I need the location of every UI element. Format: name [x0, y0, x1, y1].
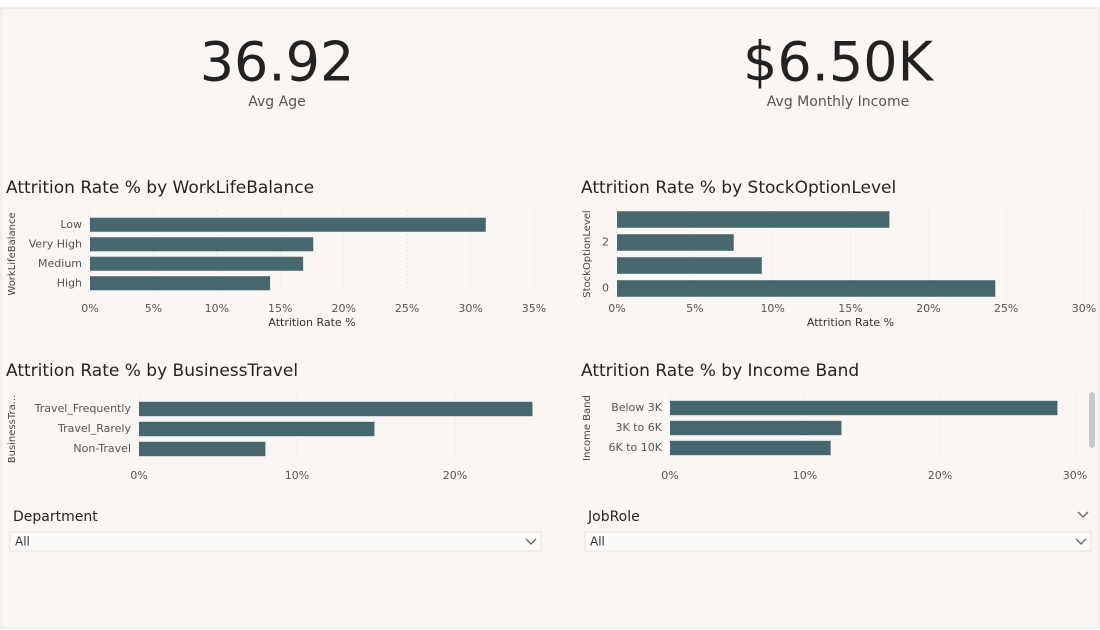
bar	[617, 257, 762, 274]
bar	[617, 280, 996, 297]
x-tick-label: 5%	[686, 302, 703, 315]
x-axis-label: Attrition Rate %	[807, 316, 894, 329]
y-tick-label: Non-Travel	[73, 442, 131, 455]
x-tick-label: 20%	[331, 302, 355, 315]
dropdown[interactable]	[9, 531, 542, 552]
chart-title: Attrition Rate % by Income Band	[581, 361, 859, 381]
bar	[670, 420, 842, 436]
y-tick-label: Medium	[38, 257, 82, 270]
x-tick-label: 30%	[458, 302, 482, 315]
bar	[139, 421, 375, 437]
x-tick-label: 25%	[395, 302, 419, 315]
chart-title: Attrition Rate % by BusinessTravel	[6, 361, 298, 381]
x-tick-label: 20%	[928, 469, 952, 482]
y-axis-label: StockOptionLevel	[582, 210, 593, 297]
slicer-label: JobRole	[587, 509, 640, 525]
bar	[670, 400, 1058, 416]
bar	[670, 440, 831, 456]
y-tick-label: Travel_Frequently	[34, 402, 132, 415]
bar	[139, 441, 266, 457]
bar	[90, 217, 486, 232]
kpi-label: Avg Age	[248, 94, 305, 110]
x-axis-label: Attrition Rate %	[268, 316, 355, 329]
y-tick-label: Travel_Rarely	[57, 422, 131, 435]
x-tick-label: 15%	[838, 302, 862, 315]
y-tick-label: 6K to 10K	[609, 441, 663, 454]
x-tick-label: 10%	[285, 469, 309, 482]
y-tick-label: Low	[60, 218, 82, 231]
x-tick-label: 25%	[994, 302, 1018, 315]
kpi-value: $6.50K	[743, 31, 935, 94]
dropdown[interactable]	[584, 531, 1092, 552]
canvas	[0, 7, 1100, 629]
x-tick-label: 15%	[268, 302, 292, 315]
bar	[90, 256, 304, 271]
bar	[90, 276, 271, 291]
chevron[interactable]	[1075, 538, 1087, 545]
x-tick-label: 30%	[1072, 302, 1096, 315]
y-tick-label: 3K to 6K	[616, 421, 663, 434]
kpi-value: 36.92	[200, 31, 355, 94]
bar	[617, 234, 734, 251]
bar	[617, 211, 890, 228]
x-tick-label: 10%	[760, 302, 784, 315]
x-tick-label: 20%	[443, 469, 467, 482]
y-tick-label: 2	[602, 236, 609, 249]
bar	[90, 237, 314, 252]
y-tick-label: High	[57, 276, 82, 289]
y-axis-label: Income Band	[582, 395, 593, 461]
chart-title: Attrition Rate % by StockOptionLevel	[581, 178, 896, 198]
kpi-label: Avg Monthly Income	[767, 94, 909, 110]
dropdown-value[interactable]: All	[15, 535, 30, 549]
y-tick-label: Below 3K	[611, 401, 663, 414]
x-tick-label: 0%	[661, 469, 678, 482]
x-tick-label: 5%	[145, 302, 162, 315]
x-tick-label: 0%	[130, 469, 147, 482]
x-tick-label: 0%	[81, 302, 98, 315]
x-tick-label: 20%	[916, 302, 940, 315]
dropdown-value[interactable]: All	[590, 535, 605, 549]
y-axis-label: WorkLifeBalance	[7, 212, 18, 295]
x-tick-label: 0%	[608, 302, 625, 315]
y-axis-label: BusinessTra...	[7, 395, 18, 464]
y-tick-label: 0	[602, 282, 609, 295]
chart-title: Attrition Rate % by WorkLifeBalance	[6, 178, 314, 198]
slicer-label: Department	[13, 509, 98, 525]
chevron[interactable]	[525, 538, 537, 545]
x-tick-label: 30%	[1063, 469, 1087, 482]
chevron[interactable]	[1077, 511, 1089, 518]
x-tick-label: 10%	[205, 302, 229, 315]
scrollbar[interactable]	[1089, 392, 1095, 448]
x-tick-label: 35%	[522, 302, 546, 315]
y-tick-label: Very High	[29, 237, 82, 250]
x-tick-label: 10%	[793, 469, 817, 482]
bar	[139, 401, 533, 417]
